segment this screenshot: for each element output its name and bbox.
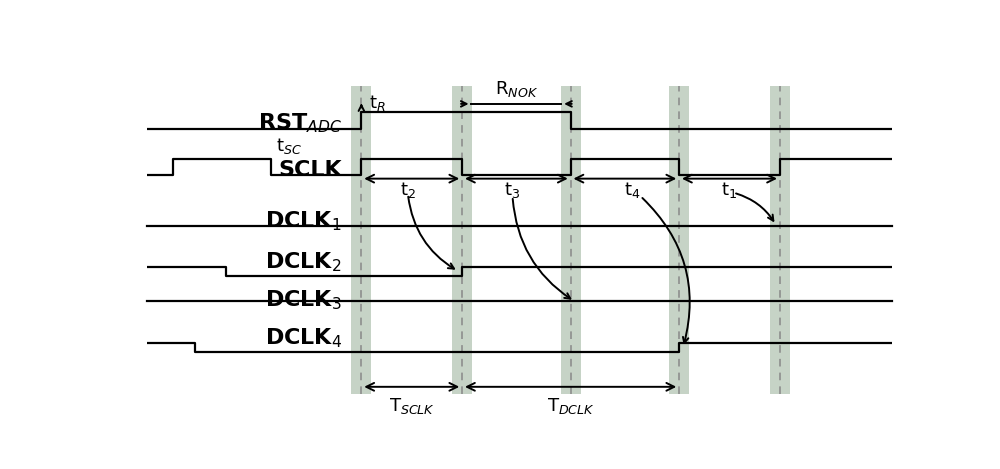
- Text: DCLK$_1$: DCLK$_1$: [265, 210, 342, 233]
- Text: t$_1$: t$_1$: [721, 180, 738, 200]
- Text: t$_R$: t$_R$: [369, 93, 386, 113]
- Text: DCLK$_4$: DCLK$_4$: [265, 326, 342, 350]
- Text: t$_3$: t$_3$: [504, 180, 521, 200]
- Text: DCLK$_3$: DCLK$_3$: [265, 288, 342, 312]
- Text: R$_{NOK}$: R$_{NOK}$: [495, 79, 538, 99]
- Bar: [351, 86, 371, 394]
- Bar: [561, 86, 581, 394]
- Text: t$_2$: t$_2$: [400, 180, 416, 200]
- Text: T$_{SCLK}$: T$_{SCLK}$: [389, 396, 435, 416]
- Bar: [770, 86, 790, 394]
- Text: T$_{DCLK}$: T$_{DCLK}$: [547, 396, 595, 416]
- Text: DCLK$_2$: DCLK$_2$: [265, 250, 342, 273]
- Text: SCLK: SCLK: [278, 160, 342, 181]
- Text: RST$_{ADC}$: RST$_{ADC}$: [258, 112, 342, 136]
- Bar: [452, 86, 472, 394]
- Bar: [669, 86, 689, 394]
- Text: t$_{SC}$: t$_{SC}$: [276, 136, 302, 156]
- Text: t$_4$: t$_4$: [624, 180, 641, 200]
